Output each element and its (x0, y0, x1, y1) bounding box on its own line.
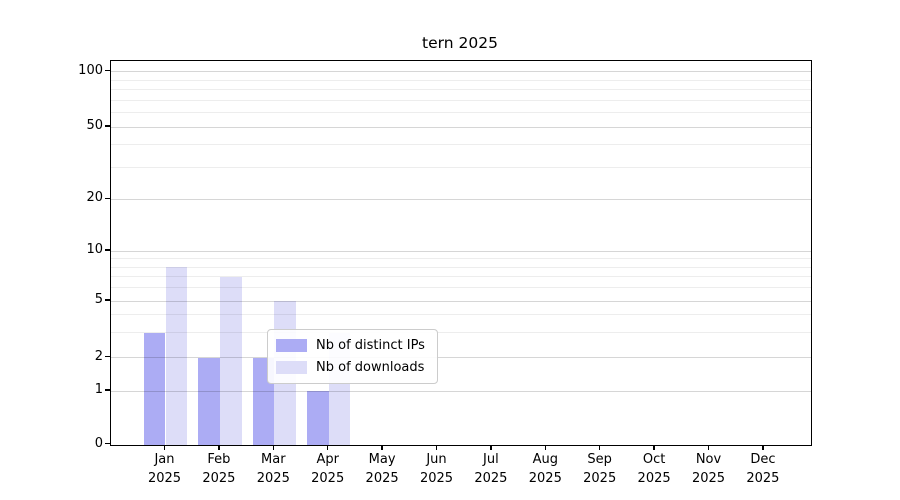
legend-label-distinct-ips: Nb of distinct IPs (316, 338, 425, 353)
x-tick-label-line: Jun (426, 452, 447, 467)
x-tick-label-line: Dec (750, 452, 776, 467)
major-gridline (111, 390, 811, 392)
minor-gridline (111, 144, 811, 146)
x-tick-label: Feb 2025 (191, 451, 247, 488)
x-tick-label: Jun 2025 (409, 451, 465, 488)
x-tick-mark (762, 445, 764, 450)
x-tick-mark (218, 445, 220, 450)
bar-downloads (165, 267, 188, 445)
legend-row-downloads: Nb of downloads (276, 358, 425, 377)
x-tick-label-line: Oct (642, 452, 666, 467)
bar-distinct-ips (198, 357, 220, 445)
major-gridline (111, 250, 811, 252)
minor-gridline (111, 266, 811, 268)
x-tick-label-line: Sep (587, 452, 612, 467)
y-tick-label: 10 (86, 242, 103, 257)
plot-area (110, 60, 812, 446)
x-tick-label: Oct 2025 (626, 451, 682, 488)
x-tick-label-line: Aug (532, 452, 558, 467)
major-gridline (111, 357, 811, 359)
x-tick-label: Apr 2025 (300, 451, 356, 488)
x-tick-label-line: 2025 (419, 470, 454, 486)
x-tick-label-line: 2025 (637, 470, 671, 486)
minor-gridline (111, 99, 811, 101)
minor-gridline (111, 287, 811, 289)
x-tick-label-line: 2025 (746, 470, 780, 486)
y-tick-label: 20 (86, 190, 103, 206)
x-tick-label: Jul 2025 (463, 451, 519, 488)
x-tick-label: May 2025 (354, 451, 410, 488)
x-tick-label-line: 2025 (365, 470, 399, 486)
minor-gridline (111, 89, 811, 90)
y-tick-label: 5 (94, 292, 103, 307)
major-gridline (111, 126, 811, 128)
x-tick-label-line: Feb (207, 452, 231, 467)
x-tick-mark (599, 445, 601, 450)
y-tick-label: 50 (86, 118, 103, 133)
x-tick-label-line: 2025 (691, 470, 726, 486)
y-tick-mark (105, 356, 110, 358)
y-tick-mark (105, 125, 110, 127)
bar-distinct-ips (306, 391, 329, 445)
major-gridline (111, 71, 811, 73)
x-tick-mark (707, 445, 710, 450)
x-tick-label-line: 2025 (256, 470, 290, 486)
x-tick-label: Sep 2025 (572, 451, 628, 488)
x-tick-mark (653, 445, 655, 450)
x-tick-label-line: Apr (316, 452, 339, 467)
y-tick-label: 100 (78, 62, 103, 78)
x-tick-mark (435, 445, 438, 450)
major-gridline (111, 198, 811, 200)
legend-swatch-distinct-ips (276, 339, 307, 352)
x-tick-mark (327, 445, 329, 450)
legend-swatch-downloads (276, 361, 307, 374)
x-tick-label-line: 2025 (202, 470, 236, 486)
y-tick-mark (105, 70, 110, 72)
legend-row-distinct-ips: Nb of distinct IPs (276, 336, 425, 355)
y-tick-label: 1 (94, 382, 103, 397)
x-tick-mark (163, 445, 166, 450)
x-tick-label-line: 2025 (147, 470, 182, 486)
x-tick-label: Dec 2025 (735, 451, 791, 488)
x-tick-label-line: Nov (695, 452, 722, 467)
y-tick-label: 2 (94, 348, 103, 364)
y-tick-mark (105, 197, 110, 199)
minor-gridline (111, 332, 811, 334)
legend: Nb of distinct IPs Nb of downloads (267, 329, 438, 384)
x-tick-label-line: 2025 (474, 470, 508, 486)
minor-gridline (111, 166, 811, 168)
minor-gridline (111, 314, 811, 316)
y-tick-mark (105, 299, 110, 301)
minor-gridline (111, 258, 811, 260)
x-tick-label: Jan 2025 (137, 451, 193, 488)
x-tick-label-line: Jan (154, 452, 175, 467)
bar-downloads (219, 276, 242, 445)
x-tick-label: Nov 2025 (681, 451, 737, 488)
legend-label-downloads: Nb of downloads (316, 360, 425, 375)
x-tick-mark (544, 445, 546, 450)
bar-distinct-ips (143, 332, 166, 445)
y-tick-mark (105, 249, 110, 251)
x-tick-mark (381, 445, 383, 450)
x-tick-label-line: May (368, 452, 396, 467)
y-tick-mark (105, 389, 110, 391)
x-tick-label-line: Mar (261, 452, 286, 467)
x-tick-label: Aug 2025 (517, 451, 573, 488)
minor-gridline (111, 112, 811, 113)
x-tick-label-line: 2025 (583, 470, 617, 486)
x-tick-mark (490, 445, 492, 450)
major-gridline (111, 300, 811, 302)
x-tick-label: Mar 2025 (245, 451, 301, 488)
y-tick-label: 0 (94, 435, 103, 451)
x-tick-mark (272, 445, 274, 450)
chart-title: tern 2025 (422, 34, 498, 52)
minor-gridline (111, 276, 811, 278)
x-tick-label-line: Jul (483, 452, 499, 467)
x-tick-label-line: 2025 (311, 470, 345, 486)
y-tick-mark (105, 442, 110, 445)
x-tick-label-line: 2025 (528, 470, 562, 486)
minor-gridline (111, 79, 811, 81)
